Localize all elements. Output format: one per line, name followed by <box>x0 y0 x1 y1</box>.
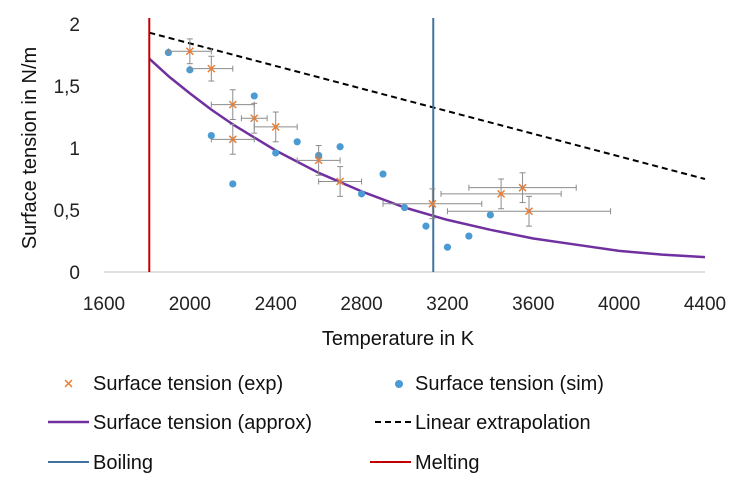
legend-boiling-label: Boiling <box>93 452 153 474</box>
legend-melting-label: Melting <box>415 452 479 474</box>
x-tick-labels: 1600 2000 2400 2800 3200 3600 4000 4400 <box>83 294 726 315</box>
sim-point <box>465 232 473 240</box>
exp-point <box>167 38 212 65</box>
exp-marker <box>185 47 194 56</box>
exp-point <box>440 178 562 210</box>
x-tick-label: 2400 <box>255 294 297 315</box>
legend-exp-marker <box>64 379 73 388</box>
exp-marker <box>518 183 527 192</box>
exp-marker <box>497 189 506 198</box>
sim-point <box>422 222 430 230</box>
exp-marker <box>428 199 437 208</box>
legend-exp-label: Surface tension (exp) <box>93 373 283 395</box>
exp-point <box>296 145 341 176</box>
sim-point <box>486 211 494 219</box>
sim-point <box>229 180 237 188</box>
exp-point <box>318 166 363 197</box>
y-tick-label: 0 <box>69 263 80 284</box>
legend-item-melting: Melting <box>370 452 479 474</box>
legend-item-boiling: Boiling <box>48 452 153 474</box>
exp-marker <box>228 100 237 109</box>
sim-point <box>336 143 344 151</box>
sim-point <box>379 170 387 178</box>
exp-marker <box>336 177 345 186</box>
sim-point <box>293 138 301 146</box>
exp-marker <box>314 156 323 165</box>
legend-item-linear: Linear extrapolation <box>375 412 591 434</box>
y-tick-label: 1 <box>69 139 80 160</box>
exp-point <box>253 111 298 143</box>
sim-point <box>272 149 280 157</box>
exp-marker <box>271 122 280 131</box>
approx-curve <box>148 57 706 259</box>
x-tick-label: 4400 <box>684 294 726 315</box>
y-tick-label: 0,5 <box>54 201 80 222</box>
exp-point <box>189 55 234 82</box>
exp-marker <box>524 207 534 216</box>
sim-point <box>357 190 366 198</box>
x-tick-label: 3600 <box>512 294 554 315</box>
sim-point <box>250 92 258 100</box>
x-tick-label: 4000 <box>598 294 640 315</box>
x-tick-label: 1600 <box>83 294 125 315</box>
legend: Surface tension (exp) Surface tension (s… <box>48 373 604 474</box>
legend-item-approx: Surface tension (approx) <box>48 412 312 434</box>
x-tick-label: 2000 <box>169 294 211 315</box>
sim-point <box>443 243 452 251</box>
legend-linear-label: Linear extrapolation <box>415 412 591 434</box>
sim-point <box>207 132 215 140</box>
y-tick-labels: 0 0,5 1 1,5 2 <box>54 15 80 284</box>
legend-exp-cross <box>64 379 73 388</box>
legend-sim-label: Surface tension (sim) <box>415 373 604 395</box>
legend-sim-marker <box>395 380 403 388</box>
y-tick-label: 2 <box>69 15 80 36</box>
exp-point <box>210 89 255 120</box>
exp-marker <box>250 114 259 123</box>
exp-point <box>210 123 255 155</box>
exp-point <box>446 195 612 227</box>
sim-point <box>400 203 409 212</box>
legend-item-exp: Surface tension (exp) <box>64 373 283 395</box>
exp-marker <box>228 135 237 144</box>
legend-approx-label: Surface tension (approx) <box>93 412 312 434</box>
x-tick-label: 3200 <box>426 294 468 315</box>
x-tick-label: 2800 <box>340 294 382 315</box>
exp-point <box>468 172 577 204</box>
exp-point <box>382 188 483 220</box>
x-axis-title: Temperature in K <box>322 328 475 350</box>
linear-extrapolation-line <box>149 31 706 180</box>
legend-item-sim: Surface tension (sim) <box>395 373 604 395</box>
exp-marker <box>207 64 216 73</box>
y-tick-label: 1,5 <box>54 77 80 98</box>
y-axis-title: Surface tension in N/m <box>19 47 41 249</box>
plot-area <box>104 18 706 273</box>
